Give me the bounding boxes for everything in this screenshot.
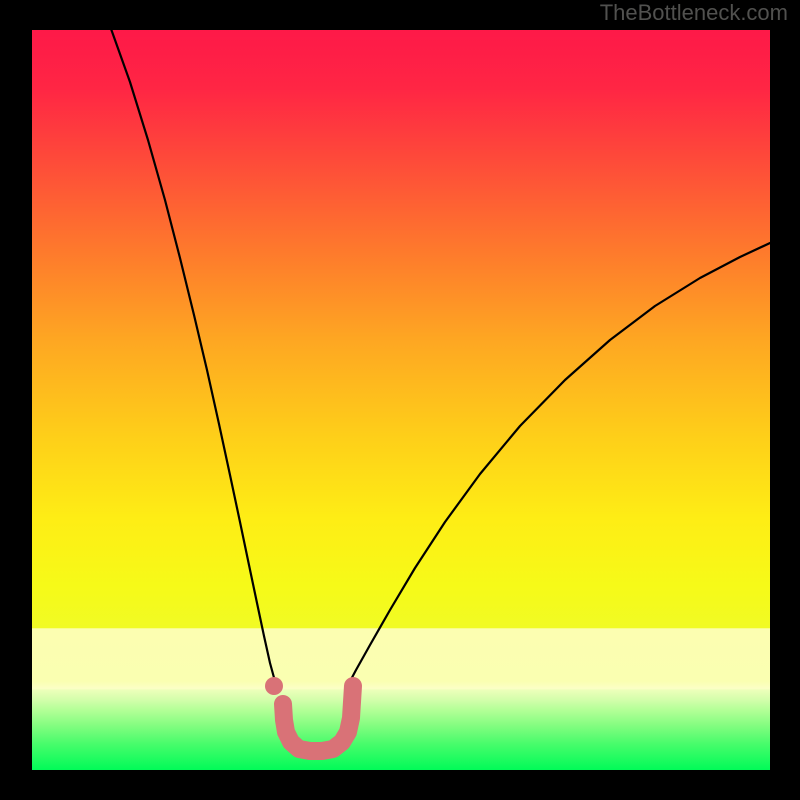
plot-area	[32, 26, 770, 770]
marker-dot	[265, 677, 283, 695]
gradient-background	[32, 30, 770, 770]
credit-watermark: TheBottleneck.com	[600, 0, 788, 26]
chart-container: TheBottleneck.com	[0, 0, 800, 800]
bottleneck-chart	[0, 0, 800, 800]
